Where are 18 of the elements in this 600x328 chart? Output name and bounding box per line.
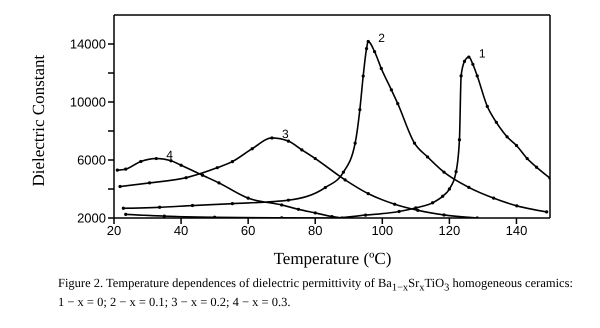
x-tick-label: 120 [438,223,460,238]
y-axis-title: Dielectric Constant [29,54,48,186]
x-tick-label: 60 [240,223,256,238]
x-tick-label: 140 [506,223,528,238]
x-tick-label: 80 [308,223,322,238]
y-tick-label: 10000 [70,94,106,110]
series-label: 2 [378,30,386,45]
x-axis-title: Temperature (ºC) [272,248,392,270]
y-tick-label: 2000 [77,210,106,226]
y-tick-label: 6000 [77,152,106,168]
text: Figure 2. Temperature dependences of dielectric permittivity of Ba$_{1−x}$Sr$_{x}$TiO$_{3}$ homogeneous ceramics: 1 − x = 0; 2 − x = 0.1; 3 − x = 0.2; 4 − x = 0.3. [58,276,573,309]
series-label: 1 [478,46,486,60]
y-tick-label: 14000 [70,36,106,52]
series-label: 3 [282,127,289,142]
x-tick-label: 40 [174,223,188,238]
series-label: 4 [166,148,174,162]
x-tick-label: 100 [371,223,394,238]
x-tick-label: 20 [106,223,122,238]
